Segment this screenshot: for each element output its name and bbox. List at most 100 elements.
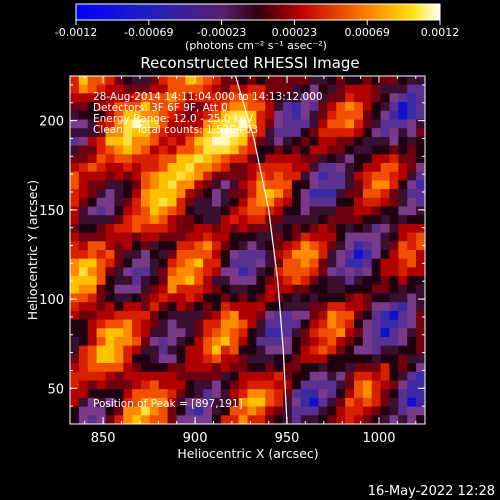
heatmap-cell (354, 363, 364, 373)
heatmap-cell (96, 180, 106, 190)
heatmap-cell (96, 406, 106, 416)
heatmap-cell (194, 276, 204, 286)
heatmap-cell (78, 363, 89, 373)
heatmap-cell (398, 337, 408, 346)
heatmap-cell (141, 328, 151, 338)
heatmap-cell (185, 145, 195, 155)
heatmap-cell (256, 371, 266, 381)
heatmap-cell (283, 345, 293, 355)
heatmap-cell (167, 84, 177, 94)
heatmap-cell (362, 241, 373, 251)
heatmap-cell (203, 267, 213, 277)
heatmap-cell (256, 241, 266, 251)
heatmap-cell (256, 397, 266, 407)
heatmap-cell (345, 180, 355, 190)
heatmap-cell (291, 232, 302, 242)
heatmap-cell (158, 93, 168, 103)
heatmap-cell (300, 371, 310, 381)
heatmap-cell (96, 136, 106, 146)
heatmap-cell (203, 389, 213, 399)
heatmap-cell (78, 302, 89, 312)
heatmap-cell (256, 163, 266, 172)
heatmap-cell (398, 328, 408, 338)
heatmap-cell (291, 223, 302, 233)
heatmap-cell (87, 354, 97, 364)
heatmap-cell (291, 371, 302, 381)
heatmap-cell (371, 136, 381, 146)
heatmap-cell (345, 345, 355, 355)
heatmap-cell (354, 397, 364, 407)
heatmap-cell (141, 163, 151, 172)
heatmap-cell (345, 241, 355, 251)
heatmap-cell (220, 154, 231, 164)
heatmap-cell (114, 76, 124, 85)
heatmap-cell (158, 180, 168, 190)
heatmap-cell (132, 128, 142, 138)
heatmap-cell (132, 180, 142, 190)
heatmap-cell (362, 232, 373, 242)
heatmap-cell (283, 110, 293, 120)
heatmap-cell (176, 380, 186, 390)
heatmap-cell (70, 232, 80, 242)
heatmap-cell (149, 180, 160, 190)
heatmap-cell (291, 93, 302, 103)
heatmap-cell (114, 206, 124, 216)
heatmap-cell (283, 189, 293, 199)
heatmap-cell (336, 328, 346, 338)
heatmap-cell (389, 110, 399, 120)
heatmap-cell (105, 128, 115, 138)
heatmap-cell (123, 232, 133, 242)
heatmap-cell (105, 319, 115, 329)
heatmap-cell (96, 189, 106, 199)
heatmap-cell (167, 136, 177, 146)
heatmap-cell (318, 389, 328, 399)
heatmap-cell (256, 215, 266, 225)
heatmap-cell (380, 293, 390, 303)
heatmap-cell (185, 363, 195, 373)
heatmap-cell (238, 415, 248, 424)
heatmap-cell (265, 102, 275, 112)
heatmap-cell (78, 310, 89, 320)
heatmap-cell (105, 293, 115, 303)
heatmap-cell (300, 223, 310, 233)
heatmap-cell (238, 180, 248, 190)
heatmap-cell (114, 128, 124, 138)
heatmap-cell (176, 189, 186, 199)
heatmap-cell (327, 223, 337, 233)
heatmap-cell (274, 328, 284, 338)
heatmap-cell (158, 136, 168, 146)
heatmap-cell (149, 110, 160, 120)
heatmap-cell (203, 250, 213, 259)
heatmap-cell (274, 93, 284, 103)
heatmap-cell (318, 171, 328, 181)
heatmap-cell (238, 76, 248, 85)
heatmap-cell (345, 110, 355, 120)
heatmap-cell (167, 397, 177, 407)
heatmap-cell (362, 128, 373, 138)
heatmap-cell (416, 171, 425, 181)
heatmap-cell (123, 319, 133, 329)
heatmap-cell (105, 76, 115, 85)
heatmap-cell (416, 223, 425, 233)
heatmap-cell (327, 250, 337, 259)
heatmap-cell (70, 197, 80, 207)
heatmap-cell (274, 84, 284, 94)
heatmap-cell (336, 310, 346, 320)
heatmap-cell (389, 84, 399, 94)
heatmap-cell (398, 215, 408, 225)
heatmap-cell (194, 293, 204, 303)
heatmap-cell (141, 310, 151, 320)
heatmap-cell (309, 206, 319, 216)
heatmap-cell (203, 415, 213, 424)
heatmap-cell (247, 93, 257, 103)
heatmap-cell (123, 310, 133, 320)
heatmap-cell (291, 345, 302, 355)
heatmap-cell (229, 76, 239, 85)
heatmap-cell (300, 189, 310, 199)
heatmap-cell (398, 241, 408, 251)
heatmap-cell (371, 84, 381, 94)
heatmap-cell (132, 110, 142, 120)
heatmap-cell (238, 319, 248, 329)
heatmap-cell (141, 293, 151, 303)
heatmap-cell (247, 145, 257, 155)
